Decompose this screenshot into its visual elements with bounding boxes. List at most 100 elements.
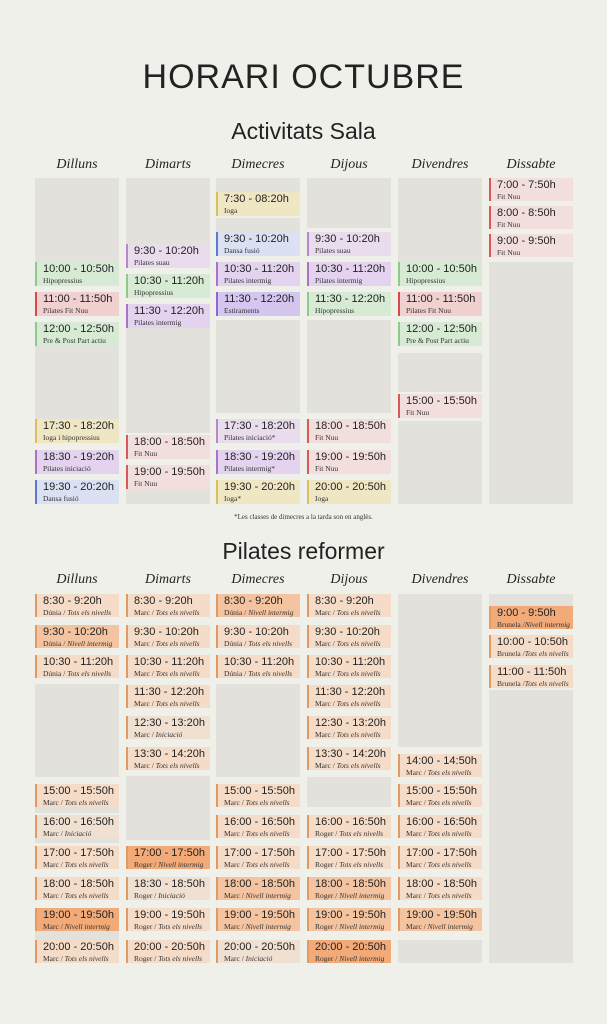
class-level: Tots els nivells [248, 639, 293, 648]
instructor-name: Marc [43, 954, 59, 963]
class-time: 18:00 - 18:50h [43, 878, 114, 890]
sala-column-dissabte: 7:00 - 7:50h Fit Nuu 8:00 - 8:50h Fit Nuu 9:… [489, 178, 573, 504]
class-time: 19:00 - 19:50h [315, 451, 386, 463]
class-level: Tots els nivells [64, 891, 109, 900]
class-instructor-level: Roger / Nivell intermig [315, 891, 385, 900]
class-time: 19:00 - 19:50h [134, 466, 205, 478]
class-time: 16:00 - 16:50h [43, 816, 114, 828]
reformer-slot: 10:30 - 11:20h Dúnia / Tots els nivells [216, 655, 300, 678]
reformer-slot: 20:00 - 20:50h Marc / Tots els nivells [35, 940, 119, 963]
class-slot: 9:30 - 10:20h Pilates suau [307, 232, 391, 256]
class-level: Tots els nivells [67, 669, 112, 678]
class-level: Tots els nivells [427, 798, 472, 807]
class-name: Pilates suau [315, 246, 351, 255]
empty-slot [35, 346, 119, 419]
class-time: 19:00 - 19:50h [43, 909, 114, 921]
class-name: Pilates Fit Nuu [43, 306, 89, 315]
reformer-slot: 17:00 - 17:50h Marc / Tots els nivells [35, 846, 119, 869]
class-instructor-level: Roger / Tots els nivells [134, 954, 203, 963]
class-name: Estiraments [224, 306, 260, 315]
reformer-slot: 8:30 - 9:20h Marc / Tots els nivells [307, 594, 391, 617]
reformer-slot: 18:30 - 18:50h Roger / Iniciació [126, 877, 210, 900]
class-level: Iniciació [64, 829, 92, 838]
instructor-name: Roger [134, 922, 153, 931]
reformer-column-dissabte: 9:00 - 9:50h Brunela /Nivell intermig 10:0… [489, 594, 573, 963]
class-time: 20:00 - 20:50h [224, 941, 295, 953]
reformer-slot: 20:00 - 20:50h Marc / Iniciació [216, 940, 300, 963]
instructor-name: Roger [134, 860, 153, 869]
reformer-heading: Pilates reformer [222, 538, 385, 564]
class-slot: 12:00 - 12:50h Pre & Post Part actiu [35, 322, 119, 346]
class-time: 9:00 - 9:50h [497, 607, 556, 619]
class-time: 10:00 - 10:50h [43, 263, 114, 275]
empty-slot [307, 320, 391, 413]
class-instructor-level: Marc / Nivell intermig [224, 891, 291, 900]
class-time: 11:30 - 12:20h [134, 686, 205, 698]
empty-slot [126, 178, 210, 244]
class-instructor-level: Brunela /Tots els nivells [497, 679, 569, 688]
day-header-dijous: Dijous [330, 157, 368, 172]
sala-column-dimecres: 7:30 - 08:20h Ioga 9:30 - 10:20h Dansa fusi… [216, 178, 300, 504]
class-time: 19:00 - 19:50h [406, 909, 477, 921]
class-instructor-level: Marc / Tots els nivells [315, 608, 381, 617]
reformer-slot: 9:30 - 10:20h Marc / Tots els nivells [126, 625, 210, 648]
reformer-slot: 12:30 - 13:20h Marc / Iniciació [126, 716, 210, 739]
instructor-name: Roger [315, 891, 334, 900]
class-instructor-level: Marc / Tots els nivells [406, 798, 472, 807]
class-name: Fit Nuu [134, 479, 158, 488]
reformer-slot: 20:00 - 20:50h Roger / Tots els nivells [126, 940, 210, 963]
class-time: 10:30 - 11:20h [315, 263, 386, 275]
class-name: Pilates intermig [315, 276, 363, 285]
reformer-slot: 18:00 - 18:50h Marc / Nivell intermig [216, 877, 300, 900]
reformer-slot: 17:00 - 17:50h Roger / Nivell intermig [126, 846, 210, 869]
instructor-name: Marc [406, 768, 422, 777]
instructor-name: Marc [315, 608, 331, 617]
class-time: 11:30 - 12:20h [134, 305, 205, 317]
class-level: Tots els nivells [336, 761, 381, 770]
class-time: 9:00 - 9:50h [497, 235, 556, 247]
class-time: 12:30 - 13:20h [134, 717, 205, 729]
empty-slot [398, 353, 482, 392]
class-level: Tots els nivells [336, 608, 381, 617]
class-name: Dansa fusió [224, 246, 260, 255]
instructor-name: Marc [134, 639, 150, 648]
class-level: Iniciació [158, 891, 185, 900]
class-level: Tots els nivells [339, 829, 384, 838]
class-level: Tots els nivells [427, 891, 472, 900]
instructor-name: Marc [43, 829, 59, 838]
class-level: Tots els nivells [155, 669, 200, 678]
instructor-name: Marc [224, 891, 240, 900]
class-level: Nivell intermig [427, 922, 473, 931]
class-level: Tots els nivells [427, 829, 472, 838]
class-level: Tots els nivells [67, 608, 112, 617]
class-level: Iniciació [245, 954, 273, 963]
reformer-slot: 11:30 - 12:20h Marc / Tots els nivells [307, 685, 391, 708]
day-header-dimarts: Dimarts [145, 572, 191, 587]
class-time: 9:30 - 10:20h [315, 626, 380, 638]
reformer-slot: 12:30 - 13:20h Marc / Tots els nivells [307, 716, 391, 739]
class-slot: 19:30 - 20:20h Ioga* [216, 480, 300, 504]
empty-slot [307, 178, 391, 228]
class-slot: 10:30 - 11:20h Hipopressius [126, 274, 210, 298]
class-slot: 10:00 - 10:50h Hipopressius [35, 262, 119, 286]
day-header-dimarts: Dimarts [145, 157, 191, 172]
class-time: 10:30 - 11:20h [224, 263, 295, 275]
reformer-slot: 10:30 - 11:20h Dúnia / Tots els nivells [35, 655, 119, 678]
class-name: Ioga i hipopressius [43, 433, 100, 442]
class-slot: 11:30 - 12:20h Estiraments [216, 292, 300, 316]
class-instructor-level: Marc / Tots els nivells [43, 954, 109, 963]
class-time: 8:30 - 9:20h [134, 595, 193, 607]
class-time: 11:30 - 12:20h [315, 686, 386, 698]
empty-slot [489, 594, 573, 606]
reformer-slot: 15:00 - 15:50h Marc / Tots els nivells [35, 784, 119, 807]
class-time: 10:00 - 10:50h [497, 636, 568, 648]
instructor-name: Marc [315, 639, 331, 648]
class-slot: 9:30 - 10:20h Pilates suau [126, 244, 210, 268]
class-level: Tots els nivells [158, 954, 203, 963]
class-instructor-level: Marc / Nivell intermig [406, 922, 473, 931]
class-instructor-level: Marc / Tots els nivells [406, 768, 472, 777]
instructor-name: Marc [43, 922, 59, 931]
class-level: Tots els nivells [336, 639, 381, 648]
class-name: Fit Nuu [134, 449, 158, 458]
class-name: Ioga* [224, 494, 242, 503]
